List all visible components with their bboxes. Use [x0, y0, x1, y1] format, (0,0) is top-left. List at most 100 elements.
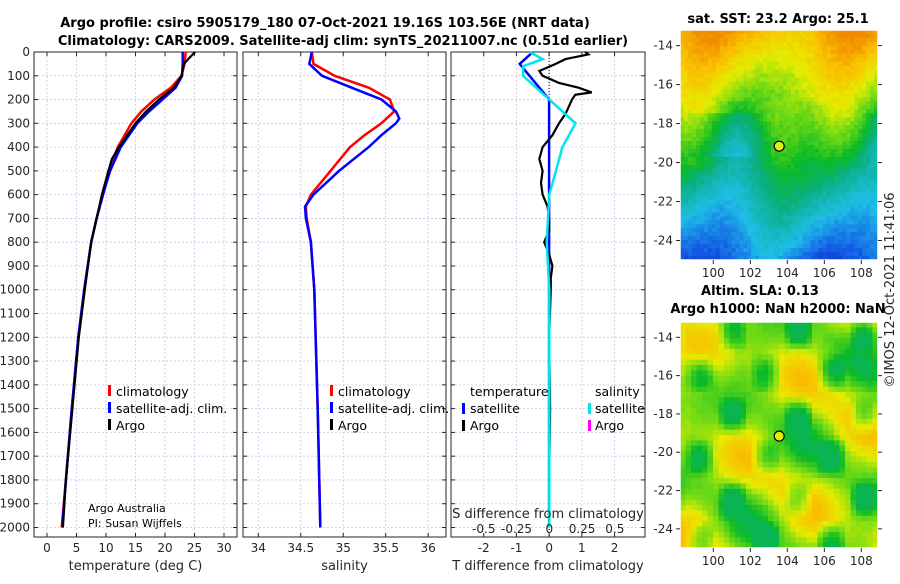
map-cell [746, 510, 752, 517]
map-cell [729, 402, 736, 409]
map-cell [867, 402, 873, 409]
map-cell [685, 322, 692, 328]
map-cell [861, 526, 868, 533]
map-cell [786, 160, 792, 166]
map-cell [786, 232, 792, 237]
map-cell [735, 200, 740, 205]
map-cell [767, 156, 772, 162]
map-cell [746, 494, 752, 501]
map-cell [735, 208, 740, 213]
map-cell [828, 440, 835, 447]
map-cell [806, 125, 812, 130]
map-cell [854, 156, 859, 162]
map-cell [724, 445, 730, 452]
map-cell [846, 216, 851, 221]
x-tick-label: 108 [850, 266, 873, 280]
map-cell [767, 30, 772, 35]
map-cell [691, 77, 697, 83]
map-cell [702, 424, 708, 431]
map-cell [755, 105, 760, 110]
map-cell [743, 69, 748, 75]
map-cell [707, 365, 714, 371]
map-cell [779, 386, 785, 393]
map-cell [846, 89, 851, 94]
map-cell [743, 208, 748, 213]
map-cell [798, 176, 804, 182]
map-cell [755, 240, 760, 245]
map-cell [779, 176, 784, 182]
map-cell [715, 232, 721, 237]
map-cell [703, 176, 709, 182]
map-cell [818, 77, 824, 83]
map-cell [762, 359, 769, 366]
map-cell [801, 445, 807, 452]
map-cell [757, 521, 763, 527]
map-cell [834, 117, 839, 122]
map-cell [731, 33, 736, 39]
map-cell [798, 236, 804, 241]
map-cell [768, 526, 774, 533]
map-cell [680, 402, 686, 409]
map-cell [691, 370, 697, 377]
map-cell [696, 332, 703, 339]
map-cell [703, 172, 709, 178]
map-cell [858, 216, 863, 221]
map-cell [795, 429, 802, 436]
map-cell [757, 429, 763, 436]
map-cell [822, 224, 828, 229]
map-cell [856, 488, 862, 495]
map-cell [719, 220, 725, 225]
map-cell [699, 148, 705, 154]
map-cell [773, 542, 780, 549]
map-cell [711, 192, 717, 198]
map-cell [757, 537, 763, 544]
map-cell [735, 184, 740, 190]
map-cell [747, 168, 752, 174]
map-cell [731, 93, 736, 98]
map-cell [872, 483, 879, 490]
map-cell [846, 85, 851, 90]
map-cell [801, 424, 807, 431]
map-cell [795, 343, 802, 350]
map-cell [826, 232, 831, 237]
map-cell [739, 248, 744, 253]
map-cell [866, 109, 871, 114]
map-cell [762, 381, 769, 388]
map-cell [768, 531, 774, 538]
map-cell [862, 30, 867, 35]
map-cell [691, 121, 697, 126]
map-cell [727, 172, 732, 178]
map-cell [850, 343, 857, 350]
map-cell [767, 69, 772, 75]
map-cell [838, 97, 843, 102]
map-cell [713, 537, 719, 544]
map-cell [718, 510, 725, 517]
map-cell [695, 240, 701, 245]
map-cell [784, 435, 791, 441]
map-cell [806, 164, 812, 170]
map-cell [802, 125, 808, 130]
map-cell [727, 133, 732, 138]
map-cell [794, 200, 800, 205]
map-cell [685, 472, 692, 479]
map-cell [768, 461, 774, 468]
map-cell [757, 526, 763, 533]
map-cell [845, 397, 851, 404]
map-cell [729, 429, 736, 436]
map-cell [711, 236, 717, 241]
map-cell [759, 196, 764, 202]
map-cell [707, 65, 713, 71]
map-cell [762, 531, 769, 538]
map-cell [747, 101, 752, 106]
map-cell [739, 73, 744, 79]
map-cell [691, 375, 697, 382]
map-cell [801, 408, 807, 414]
map-cell [729, 483, 736, 490]
map-cell [683, 77, 689, 83]
map-cell [699, 93, 705, 98]
map-cell [757, 338, 763, 345]
map-cell [806, 152, 812, 158]
map-cell [746, 381, 752, 388]
map-cell [790, 232, 796, 237]
map-cell [747, 125, 752, 130]
